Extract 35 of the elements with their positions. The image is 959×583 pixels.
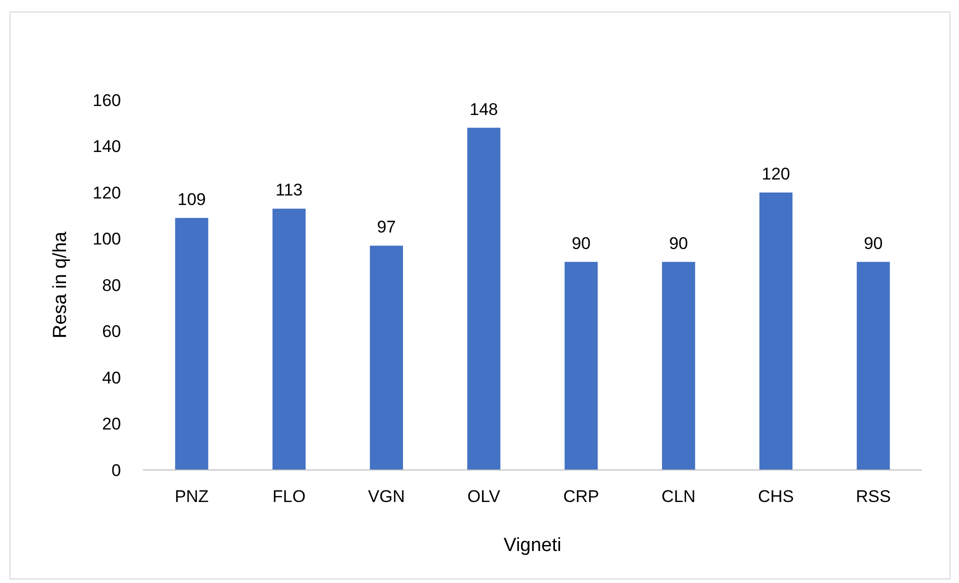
x-tick-label: CHS — [758, 487, 794, 506]
data-label: 97 — [376, 218, 396, 237]
y-tick-label: 0 — [112, 460, 121, 480]
x-tick-label: VGN — [368, 487, 405, 506]
y-axis-title: Resa in q/ha — [50, 231, 71, 338]
x-tick-label: RSS — [856, 487, 891, 506]
y-tick-label: 140 — [92, 137, 121, 156]
bar — [564, 262, 598, 470]
y-tick-label: 160 — [92, 90, 121, 110]
bar — [370, 246, 403, 470]
x-tick-label: FLO — [272, 487, 306, 506]
bar — [175, 218, 208, 470]
x-axis-title: Vigneti — [504, 535, 562, 556]
bar — [467, 128, 500, 470]
y-tick-label: 60 — [102, 322, 121, 342]
x-tick-label: PNZ — [174, 487, 209, 506]
x-tick-label: CLN — [662, 487, 696, 506]
data-label: 90 — [669, 234, 688, 253]
bar — [759, 192, 792, 470]
x-tick-label: OLV — [467, 487, 501, 506]
y-tick-label: 120 — [92, 183, 121, 202]
y-tick-label: 80 — [102, 276, 121, 295]
data-label: 113 — [276, 180, 303, 200]
x-tick-label: CRP — [563, 487, 600, 506]
bar — [662, 262, 696, 470]
data-label: 90 — [864, 234, 883, 253]
y-tick-label: 40 — [102, 368, 121, 388]
y-tick-label: 20 — [102, 414, 121, 434]
data-label: 120 — [762, 164, 790, 184]
bar — [856, 262, 890, 470]
y-tick-label: 100 — [92, 230, 121, 249]
data-label: 109 — [178, 190, 206, 209]
data-label: 148 — [470, 100, 498, 119]
bar — [272, 208, 306, 470]
data-label: 90 — [572, 234, 591, 253]
